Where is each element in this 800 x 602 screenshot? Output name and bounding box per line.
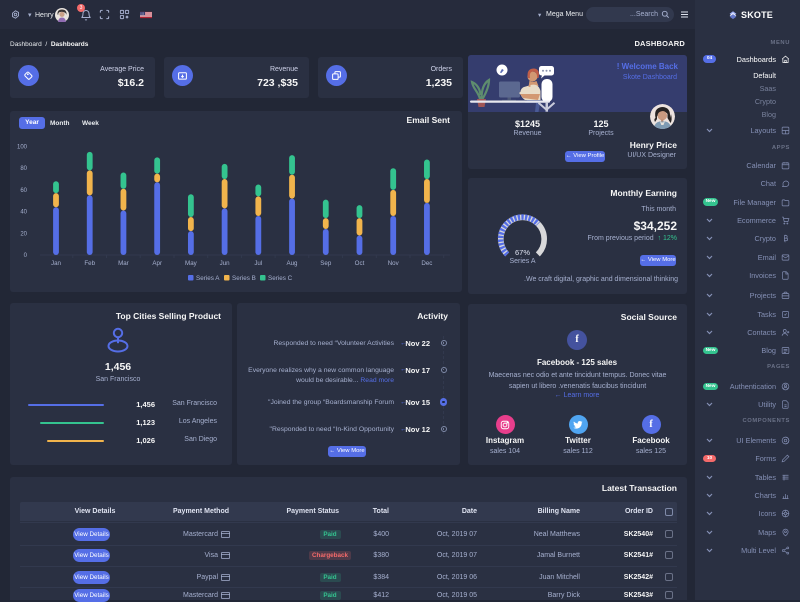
svg-text:Series C: Series C: [268, 275, 293, 282]
svg-text:0: 0: [24, 253, 28, 259]
svg-text:Nov: Nov: [388, 260, 400, 267]
svg-text:Jun: Jun: [220, 260, 231, 267]
svg-text:20: 20: [20, 231, 27, 237]
svg-text:Mar: Mar: [118, 260, 129, 267]
svg-text:60: 60: [20, 188, 27, 194]
svg-text:May: May: [185, 260, 198, 267]
svg-text:Feb: Feb: [84, 260, 95, 267]
svg-text:80: 80: [20, 166, 27, 172]
svg-text:Sep: Sep: [320, 260, 332, 267]
svg-text:Jul: Jul: [254, 260, 262, 267]
svg-text:Oct: Oct: [355, 260, 365, 267]
svg-text:Dec: Dec: [421, 260, 432, 267]
svg-text:100: 100: [17, 145, 28, 151]
svg-text:Series B: Series B: [232, 275, 256, 282]
svg-text:Apr: Apr: [152, 260, 162, 267]
svg-text:Jan: Jan: [51, 260, 62, 267]
svg-text:Series A: Series A: [196, 275, 220, 282]
svg-text:40: 40: [20, 210, 27, 216]
svg-text:Aug: Aug: [286, 260, 298, 267]
